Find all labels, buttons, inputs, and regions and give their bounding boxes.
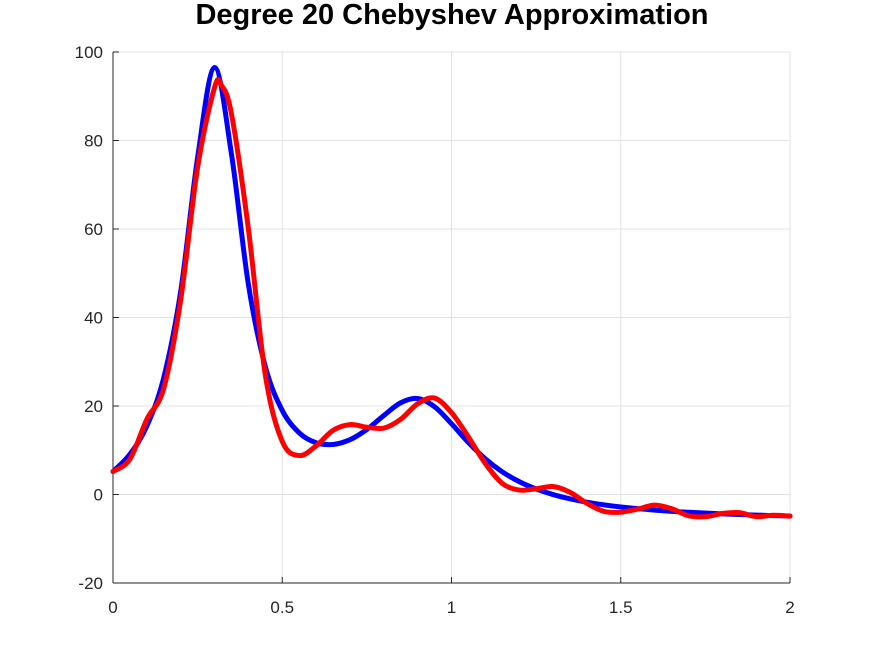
y-tick-label: 20 <box>84 397 103 416</box>
chart-title: Degree 20 Chebyshev Approximation <box>195 0 708 31</box>
y-tick-label: 40 <box>84 309 103 328</box>
x-tick-label: 2 <box>785 598 794 617</box>
axes: 0 0.5 1 1.5 2 -20 0 20 40 60 80 100 <box>75 43 795 617</box>
x-tick-label: 1 <box>447 598 456 617</box>
y-tick-label: 60 <box>84 220 103 239</box>
x-tick-label: 0 <box>108 598 117 617</box>
x-tick-label: 0.5 <box>270 598 294 617</box>
y-tick-label: -20 <box>78 574 103 593</box>
y-tick-label: 80 <box>84 132 103 151</box>
grid <box>112 51 791 584</box>
series-line-chebyshev <box>110 77 793 520</box>
y-tick-label: 0 <box>94 486 103 505</box>
plot-lines <box>110 64 793 520</box>
y-tick-label: 100 <box>75 43 103 62</box>
x-tick-label: 1.5 <box>609 598 633 617</box>
series-line-function <box>110 64 793 519</box>
